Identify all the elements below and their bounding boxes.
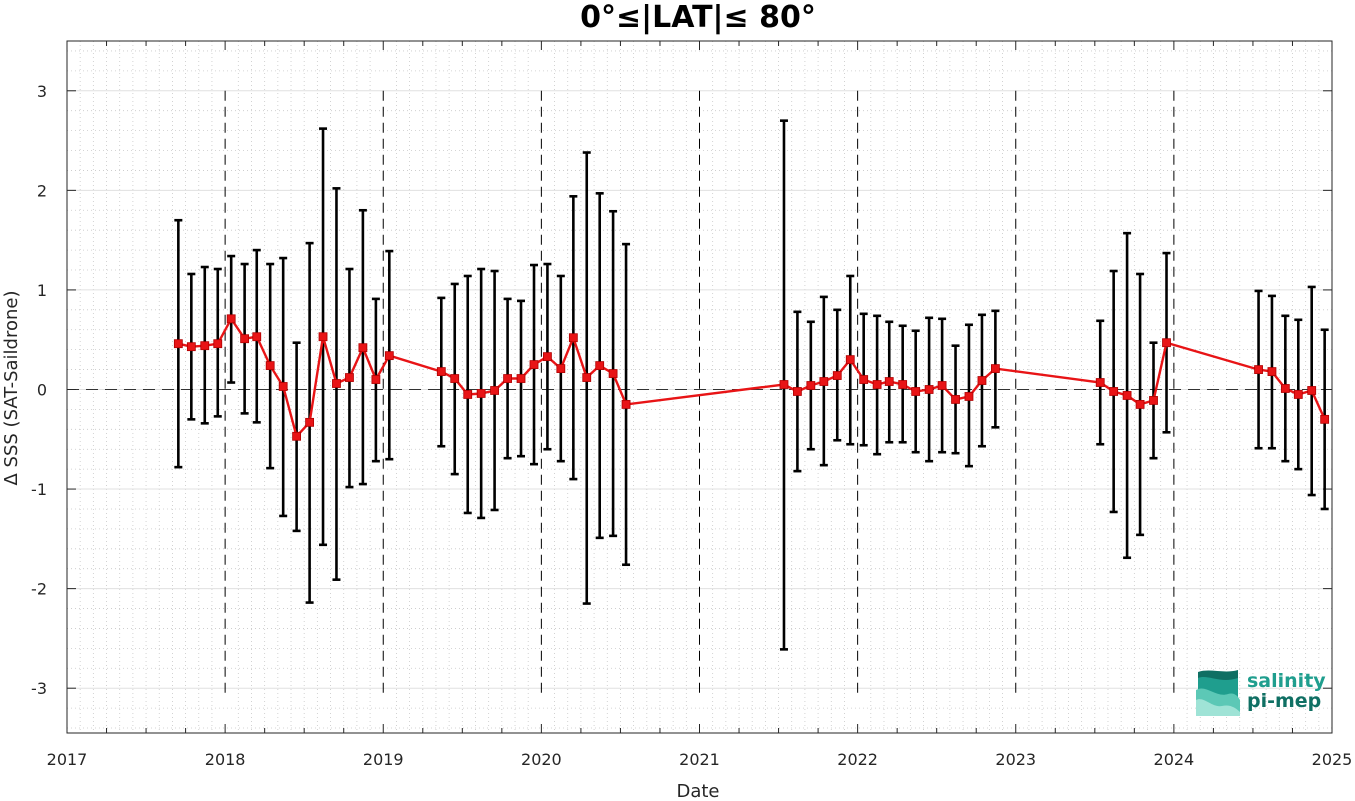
x-tick-labels: 2017 2018 2019 2020 2021 2022 2023 2024 2025 xyxy=(47,750,1353,769)
data-marker xyxy=(1135,400,1145,409)
data-marker xyxy=(543,352,552,362)
data-marker xyxy=(845,355,855,365)
data-marker xyxy=(1095,378,1105,387)
data-marker xyxy=(990,364,1000,373)
data-marker xyxy=(278,382,288,391)
series-markers xyxy=(173,314,1330,441)
data-marker xyxy=(384,351,394,361)
data-marker xyxy=(332,379,341,388)
data-marker xyxy=(1320,414,1330,424)
data-marker xyxy=(1267,367,1277,376)
data-marker xyxy=(1109,387,1119,396)
logo-text-salinity: salinity xyxy=(1247,670,1326,692)
data-marker xyxy=(529,360,539,369)
y-tick-label: 1 xyxy=(37,281,47,300)
data-marker xyxy=(305,417,315,427)
y-tick-label: 3 xyxy=(37,82,47,101)
data-marker xyxy=(318,332,328,342)
y-axis-label: Δ SSS (SAT-Saildrone) xyxy=(1,291,22,486)
y-tick-label: 2 xyxy=(37,181,47,200)
salinity-pi-mep-logo: salinity pi-mep xyxy=(1196,670,1326,716)
data-marker xyxy=(924,385,934,394)
x-tick-label: 2018 xyxy=(205,750,246,769)
data-marker xyxy=(1293,390,1303,399)
data-marker xyxy=(951,395,960,404)
data-marker xyxy=(252,332,262,342)
data-marker xyxy=(200,341,210,351)
x-tick-label: 2023 xyxy=(995,750,1036,769)
y-tick-label: -3 xyxy=(31,679,47,698)
x-tick-label: 2017 xyxy=(47,750,88,769)
data-marker xyxy=(859,375,869,384)
data-marker xyxy=(621,400,631,409)
wave-logo-icon xyxy=(1196,670,1240,716)
data-marker xyxy=(937,381,947,390)
data-marker xyxy=(819,377,829,386)
y-tick-label: -2 xyxy=(31,580,47,599)
data-marker xyxy=(516,374,526,383)
data-marker xyxy=(1280,384,1290,393)
data-marker xyxy=(911,387,921,396)
year-separator-lines xyxy=(224,90,1175,693)
plot-frame xyxy=(66,40,1333,734)
x-tick-label: 2020 xyxy=(521,750,562,769)
data-marker xyxy=(450,374,460,383)
data-marker xyxy=(884,377,894,386)
x-axis-label: Date xyxy=(676,781,719,801)
x-tick-label: 2024 xyxy=(1154,750,1195,769)
data-marker xyxy=(173,339,183,349)
chart-title: 0°≤|LAT|≤ 80° xyxy=(580,0,816,35)
data-marker xyxy=(872,380,882,389)
data-marker xyxy=(832,371,842,380)
data-marker xyxy=(292,431,302,441)
data-marker xyxy=(226,314,236,324)
data-marker xyxy=(358,343,368,353)
data-marker xyxy=(779,380,789,389)
data-marker xyxy=(1122,391,1132,400)
x-tick-label: 2021 xyxy=(679,750,720,769)
data-marker xyxy=(977,376,987,385)
logo-text-pi-mep: pi-mep xyxy=(1247,690,1321,712)
data-marker xyxy=(213,339,223,349)
data-marker xyxy=(582,373,592,382)
data-marker xyxy=(608,369,618,378)
data-marker xyxy=(556,364,566,373)
data-marker xyxy=(265,361,275,370)
y-tick-label: 0 xyxy=(37,380,47,399)
data-marker xyxy=(1149,396,1158,405)
y-tick-labels: 3 2 1 0 -1 -2 -3 xyxy=(31,82,47,698)
data-marker xyxy=(898,380,908,389)
data-marker xyxy=(371,375,381,384)
data-marker xyxy=(436,367,446,376)
data-marker xyxy=(186,342,196,352)
data-marker xyxy=(1254,365,1263,374)
data-marker xyxy=(1307,386,1317,395)
data-marker xyxy=(806,381,816,390)
data-marker xyxy=(964,392,974,401)
data-marker xyxy=(476,389,486,398)
data-marker xyxy=(490,386,499,395)
data-marker xyxy=(595,361,605,370)
data-marker xyxy=(240,334,250,344)
data-marker xyxy=(793,387,802,396)
data-marker xyxy=(345,373,354,382)
data-marker xyxy=(1162,338,1171,348)
x-tick-label: 2022 xyxy=(837,750,878,769)
data-marker xyxy=(568,333,578,343)
data-marker xyxy=(463,390,473,399)
x-tick-label: 2025 xyxy=(1312,750,1353,769)
data-marker xyxy=(503,374,512,383)
x-tick-label: 2019 xyxy=(363,750,404,769)
y-tick-label: -1 xyxy=(31,480,47,499)
